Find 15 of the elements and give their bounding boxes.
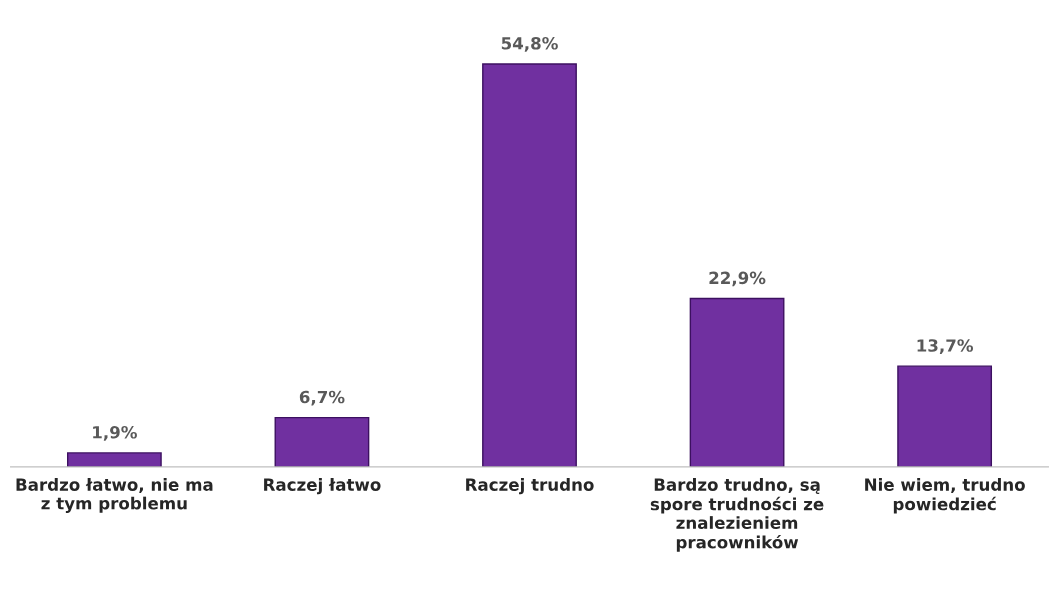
x-tick-label: Bardzo łatwo, nie ma z tym problemu <box>16 478 213 513</box>
x-tick-label: Bardzo trudno, są spore trudności ze znalezieniem pracowników <box>650 478 824 552</box>
data-label: 13,7% <box>917 339 974 354</box>
bar <box>897 365 993 467</box>
bar <box>274 416 370 467</box>
bar <box>482 63 577 467</box>
x-tick-label: Nie wiem, trudno powiedzieć <box>865 478 1025 514</box>
x-tick-label: Raczej łatwo <box>264 478 381 495</box>
bar <box>689 297 785 467</box>
data-label: 22,9% <box>709 271 766 287</box>
data-label: 6,7% <box>299 390 345 406</box>
bar <box>66 452 162 467</box>
data-label: 1,9% <box>93 425 137 441</box>
data-label: 54,8% <box>501 36 558 52</box>
x-tick-label: Raczej trudno <box>466 478 594 495</box>
